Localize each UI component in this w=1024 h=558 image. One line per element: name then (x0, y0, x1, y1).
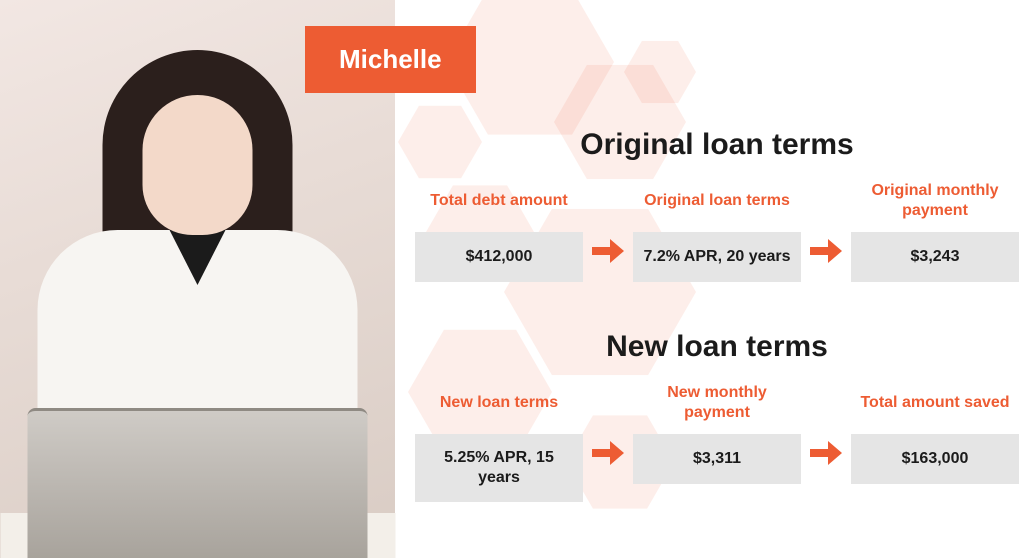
new-col-0-label: New loan terms (440, 382, 558, 424)
new-col-2-value: $163,000 (851, 434, 1019, 484)
new-col-2-label: Total amount saved (860, 382, 1009, 424)
arrow-icon (809, 382, 843, 466)
arrow-icon (591, 180, 625, 264)
original-col-0-value: $412,000 (415, 232, 583, 282)
original-col-2-value: $3,243 (851, 232, 1019, 282)
new-col-0: New loan terms 5.25% APR, 15 years (415, 382, 583, 502)
new-col-2: Total amount saved $163,000 (851, 382, 1019, 484)
original-col-1-value: 7.2% APR, 20 years (633, 232, 801, 282)
original-row: Total debt amount $412,000 Original loan… (415, 180, 1019, 282)
loan-info-panel: Michelle Original loan terms Total debt … (395, 0, 1024, 558)
new-col-1-label: New monthly payment (633, 382, 801, 424)
original-section-title: Original loan terms (415, 128, 1019, 162)
new-row: New loan terms 5.25% APR, 15 years New m… (415, 382, 1019, 502)
new-col-0-value: 5.25% APR, 15 years (415, 434, 583, 502)
original-col-2-label: Original monthly payment (851, 180, 1019, 222)
original-col-2: Original monthly payment $3,243 (851, 180, 1019, 282)
original-col-1: Original loan terms 7.2% APR, 20 years (633, 180, 801, 282)
name-tag: Michelle (305, 26, 476, 93)
arrow-icon (591, 382, 625, 466)
new-col-1-value: $3,311 (633, 434, 801, 484)
original-col-0-label: Total debt amount (430, 180, 567, 222)
arrow-icon (809, 180, 843, 264)
original-col-0: Total debt amount $412,000 (415, 180, 583, 282)
original-col-1-label: Original loan terms (644, 180, 790, 222)
new-col-1: New monthly payment $3,311 (633, 382, 801, 484)
new-section-title: New loan terms (415, 330, 1019, 364)
